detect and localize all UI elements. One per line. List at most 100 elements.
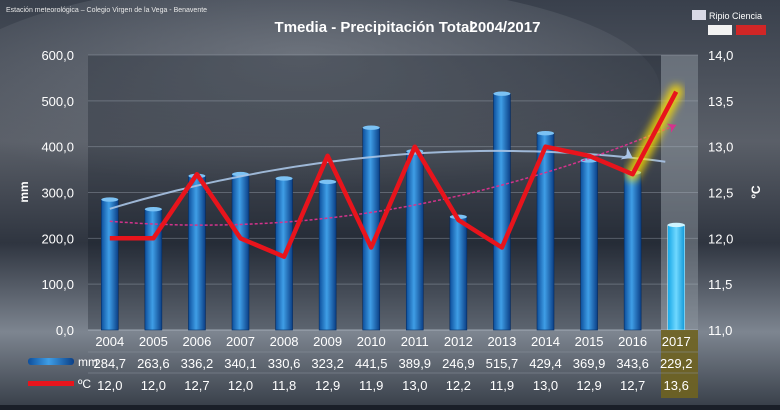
temperature-trend-arrowhead bbox=[666, 123, 677, 133]
bar-cap bbox=[101, 197, 119, 202]
y-axis-right: 11,0 11,5 12,0 12,5 13,0 13,5 14,0 bbox=[708, 48, 733, 338]
bar-cap bbox=[362, 125, 380, 130]
x-tick-label-2008: 2008 bbox=[270, 334, 299, 349]
x-tick-label-2014: 2014 bbox=[531, 334, 560, 349]
y-left-tick-label: 600,0 bbox=[41, 48, 74, 63]
y-right-tick-label: 13,5 bbox=[708, 94, 733, 109]
precip-value-2008: 330,6 bbox=[268, 356, 301, 371]
bar-cap bbox=[144, 206, 162, 212]
precip-value-2016: 343,6 bbox=[616, 356, 649, 371]
x-tick-label-2011: 2011 bbox=[401, 334, 429, 349]
precip-value-2012: 246,9 bbox=[442, 356, 475, 371]
precip-value-2014: 429,4 bbox=[529, 356, 562, 371]
legend-bar-swatch bbox=[28, 358, 74, 365]
bar-2012 bbox=[449, 216, 468, 331]
precip-value-2010: 441,5 bbox=[355, 356, 388, 371]
x-tick-label-2010: 2010 bbox=[357, 334, 386, 349]
x-tick-label-2005: 2005 bbox=[139, 334, 168, 349]
x-axis-categories: 2004 2005 2006 2007 2008 2009 2010 2011 2012 2013… bbox=[95, 334, 690, 349]
temp-value-2014: 13,0 bbox=[533, 378, 558, 393]
table-row-temperature: 12,0 12,0 12,7 12,0 11,8 12,9 11,9 13,0 12,2 11,9… bbox=[97, 378, 689, 393]
x-tick-label-2012: 2012 bbox=[444, 334, 473, 349]
temp-value-2015: 12,9 bbox=[576, 378, 601, 393]
y-right-tick-label: 12,0 bbox=[708, 231, 733, 246]
brand-logo-mark bbox=[692, 10, 706, 20]
y-left-tick-label: 500,0 bbox=[41, 94, 74, 109]
x-tick-label-2017: 2017 bbox=[662, 334, 691, 349]
y-left-tick-label: 300,0 bbox=[41, 186, 74, 201]
bar-cap bbox=[275, 176, 293, 181]
legend-line-swatch bbox=[28, 381, 74, 386]
x-tick-label-2006: 2006 bbox=[182, 334, 211, 349]
legend-label-mm: mm bbox=[78, 355, 98, 369]
bar-2013 bbox=[493, 93, 511, 331]
bar-2016 bbox=[623, 172, 642, 331]
bar-cap bbox=[493, 91, 511, 96]
precip-value-2007: 340,1 bbox=[224, 356, 257, 371]
temp-value-2011: 13,0 bbox=[402, 378, 427, 393]
highlight-cell-2017 bbox=[661, 330, 698, 398]
bar-cap bbox=[537, 130, 554, 136]
precip-value-2004: 284,7 bbox=[94, 356, 127, 371]
temp-value-2004: 12,0 bbox=[97, 378, 122, 393]
temp-value-2013: 11,9 bbox=[490, 378, 514, 393]
temp-value-2009: 12,9 bbox=[315, 378, 340, 393]
bar-2015 bbox=[580, 160, 598, 331]
table-row-precipitation: 284,7 263,6 336,2 340,1 330,6 323,2 441,5 389,9… bbox=[94, 356, 693, 371]
temp-value-2010: 11,9 bbox=[359, 378, 383, 393]
bar-2011 bbox=[405, 150, 424, 331]
brand-logo: Ripio Ciencia bbox=[692, 10, 766, 35]
x-tick-label-2007: 2007 bbox=[226, 334, 255, 349]
x-tick-label-2004: 2004 bbox=[95, 334, 124, 349]
y-axis-left-label: mm bbox=[17, 181, 31, 202]
bar-cap bbox=[319, 179, 337, 185]
temp-value-2007: 12,0 bbox=[228, 378, 253, 393]
y-right-tick-label: 14,0 bbox=[708, 48, 733, 63]
precip-value-2006: 336,2 bbox=[181, 356, 214, 371]
precip-value-2013: 515,7 bbox=[486, 356, 519, 371]
brand-badge-left bbox=[708, 25, 732, 35]
temperature-line bbox=[109, 90, 679, 259]
temp-value-2006: 12,7 bbox=[184, 378, 209, 393]
temp-value-2008: 11,8 bbox=[272, 378, 296, 393]
y-right-tick-label: 12,5 bbox=[708, 186, 733, 201]
temp-value-2016: 12,7 bbox=[620, 378, 645, 393]
y-left-tick-label: 100,0 bbox=[41, 277, 74, 292]
y-left-tick-label: 0,0 bbox=[56, 323, 74, 338]
temp-value-2012: 12,2 bbox=[446, 378, 471, 393]
bar-cap bbox=[667, 222, 685, 228]
x-tick-label-2009: 2009 bbox=[313, 334, 342, 349]
temp-value-2005: 12,0 bbox=[141, 378, 166, 393]
y-left-tick-label: 400,0 bbox=[41, 140, 74, 155]
x-tick-label-2016: 2016 bbox=[618, 334, 647, 349]
y-right-tick-label: 13,0 bbox=[708, 140, 733, 155]
temp-value-2017: 13,6 bbox=[664, 378, 689, 393]
chart-title: Tmedia - Precipitación Total bbox=[275, 19, 474, 36]
legend-entry-precipitation: mm bbox=[28, 355, 98, 369]
precip-value-2017: 229,2 bbox=[660, 356, 693, 371]
precip-value-2009: 323,2 bbox=[311, 356, 344, 371]
y-axis-left: 0,0 100,0 200,0 300,0 400,0 500,0 600,0 bbox=[41, 48, 74, 338]
legend-label-celsius: ºC bbox=[78, 377, 91, 391]
bar-2007 bbox=[231, 173, 250, 331]
chart-markers bbox=[620, 123, 677, 160]
x-tick-label-2013: 2013 bbox=[487, 334, 516, 349]
legend-entry-temperature: ºC bbox=[28, 377, 91, 391]
y-axis-right-label: ºC bbox=[749, 185, 763, 198]
y-left-tick-label: 200,0 bbox=[41, 231, 74, 246]
y-right-tick-label: 11,5 bbox=[708, 277, 732, 292]
bar-2006 bbox=[188, 175, 206, 331]
bar-2017 bbox=[667, 224, 686, 331]
brand-badge-right bbox=[736, 25, 766, 35]
chart-period: 2004/2017 bbox=[470, 19, 541, 36]
precip-value-2015: 369,9 bbox=[573, 356, 606, 371]
precip-value-2005: 263,6 bbox=[137, 356, 170, 371]
bar-2009 bbox=[318, 181, 337, 331]
y-right-tick-label: 11,0 bbox=[708, 323, 732, 338]
precipitation-trend-arrowhead bbox=[620, 146, 633, 160]
x-tick-label-2015: 2015 bbox=[575, 334, 604, 349]
source-label: Estación meteorológica – Colegio Virgen … bbox=[6, 7, 207, 14]
bar-2004 bbox=[100, 199, 119, 331]
